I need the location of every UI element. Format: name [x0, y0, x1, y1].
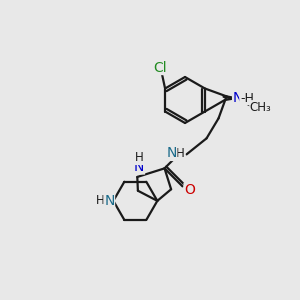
Text: H: H — [96, 194, 105, 207]
Text: O: O — [184, 183, 195, 197]
Text: H: H — [176, 147, 185, 160]
Text: Cl: Cl — [153, 61, 167, 74]
Text: CH₃: CH₃ — [250, 101, 272, 114]
Text: -H: -H — [240, 92, 254, 104]
Text: H: H — [135, 152, 144, 164]
Text: N: N — [166, 146, 177, 161]
Text: N: N — [104, 194, 115, 208]
Text: N: N — [232, 91, 243, 105]
Text: N: N — [134, 160, 145, 174]
